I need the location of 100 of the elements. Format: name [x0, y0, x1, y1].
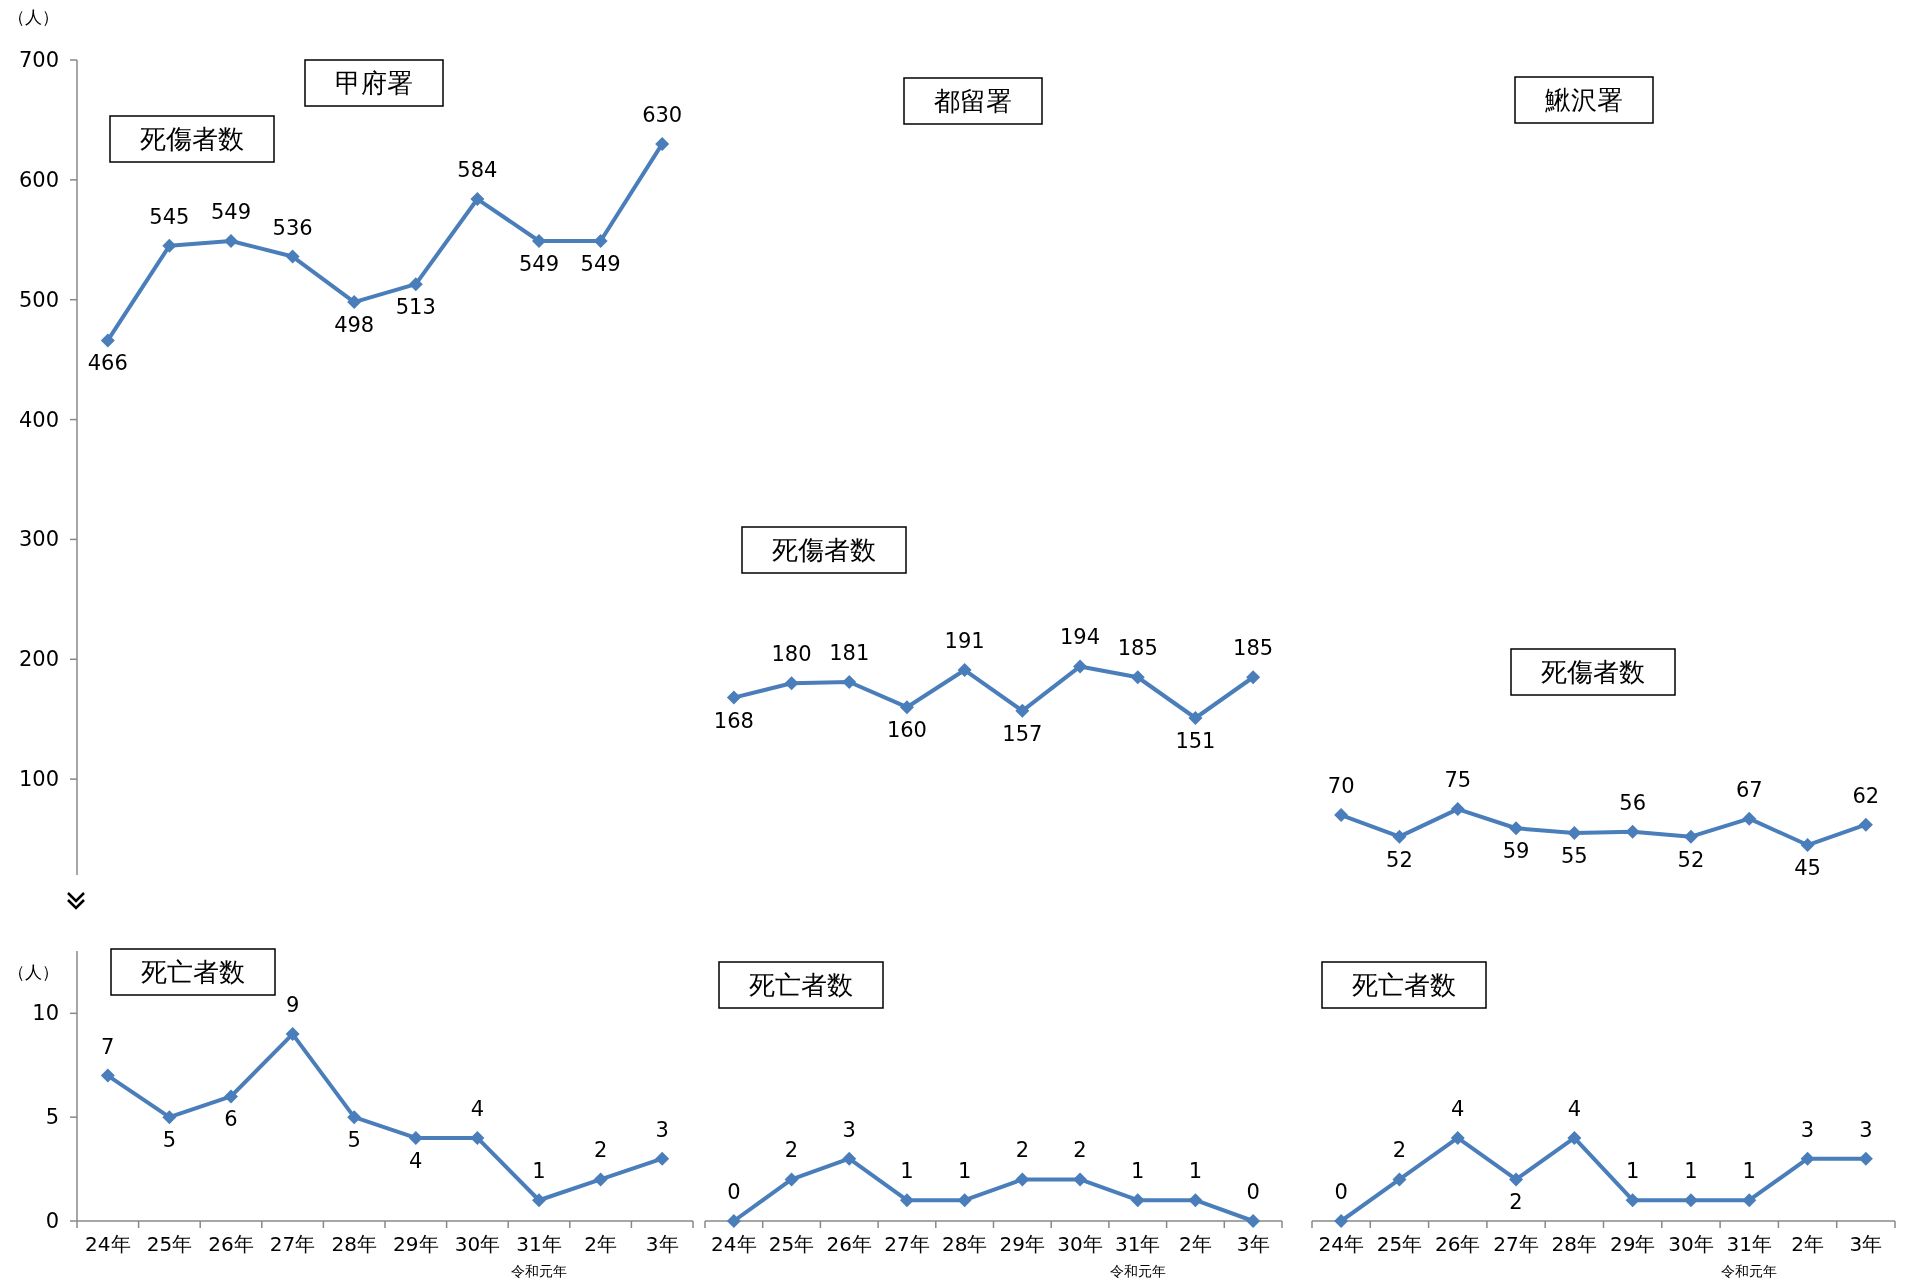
data-label: 2 [1392, 1138, 1407, 1163]
x-tick-label: 30年 [1057, 1232, 1103, 1256]
point [1683, 1193, 1698, 1208]
data-label: 584 [457, 158, 498, 183]
x-tick-label: 25年 [1376, 1232, 1423, 1256]
x-tick-label: 26年 [826, 1232, 872, 1256]
x-tick-label: 25年 [768, 1232, 815, 1256]
x-tick-label: 30年 [1668, 1232, 1714, 1256]
y-tick-label: 300 [18, 527, 59, 552]
point [1858, 1151, 1873, 1166]
data-label: 2 [1073, 1138, 1087, 1163]
data-label: 45 [1794, 856, 1821, 881]
x-tick-label: 28年 [1551, 1232, 1598, 1256]
point [957, 1193, 972, 1208]
chart-subtitle: 死傷者数 [772, 535, 876, 565]
data-label: 0 [727, 1180, 741, 1204]
data-label: 1 [1131, 1159, 1145, 1184]
point [1392, 829, 1407, 844]
point [1334, 808, 1349, 823]
chart-title: 死亡者数 [749, 970, 853, 1000]
y-tick-label: 5 [45, 1105, 59, 1130]
data-label: 536 [272, 215, 313, 240]
data-label: 0 [1246, 1180, 1260, 1204]
point [726, 1214, 741, 1228]
data-label: 1 [1625, 1159, 1640, 1184]
x-tick-label: 28年 [331, 1232, 377, 1256]
data-label: 7 [101, 1034, 115, 1059]
point [470, 1130, 485, 1145]
point [726, 690, 741, 705]
point [285, 1027, 300, 1042]
chart-title: 都留署 [934, 86, 1012, 116]
x-tick-label: 24年 [1318, 1232, 1364, 1256]
data-label: 59 [1502, 839, 1530, 864]
data-label: 185 [1233, 636, 1274, 661]
x-tick-label: 29年 [393, 1232, 439, 1256]
point [1073, 659, 1088, 674]
data-label: 1 [957, 1159, 972, 1184]
chart-title: 鰍沢署 [1545, 85, 1623, 115]
point [470, 192, 485, 207]
point [1246, 1214, 1261, 1228]
point [1567, 826, 1582, 841]
data-label: 52 [1386, 847, 1413, 872]
point [1742, 1193, 1757, 1208]
data-label: 3 [655, 1117, 669, 1142]
y-tick-label: 10 [32, 1001, 59, 1026]
point [285, 249, 300, 264]
data-label: 151 [1175, 728, 1216, 753]
data-label: 4 [470, 1096, 485, 1121]
data-label: 9 [285, 993, 300, 1018]
point [408, 1130, 423, 1145]
point [532, 1193, 546, 1208]
chart-title: 死亡者数 [141, 957, 245, 987]
point [1625, 1193, 1640, 1208]
point [162, 1110, 177, 1125]
data-label: 62 [1852, 783, 1880, 808]
point [224, 1089, 238, 1104]
y-tick-label: 200 [18, 647, 59, 672]
data-label: 75 [1444, 768, 1472, 793]
chart-title: 甲府署 [335, 68, 413, 98]
point [1800, 1151, 1815, 1166]
point [957, 663, 972, 678]
point [1800, 838, 1815, 853]
point [1188, 710, 1203, 725]
point [1246, 670, 1261, 685]
data-label: 160 [886, 718, 927, 743]
point [899, 700, 914, 715]
x-tick-label: 24年 [85, 1232, 131, 1256]
data-label: 185 [1117, 636, 1158, 661]
x-tick-label: 3年 [1236, 1232, 1270, 1256]
point [842, 675, 857, 690]
point [1015, 1172, 1030, 1187]
point [784, 1172, 799, 1187]
point [408, 277, 423, 292]
y-tick-label: 100 [18, 767, 59, 792]
x-tick-label: 24年 [711, 1232, 757, 1256]
x-tick-label: 2年 [1791, 1232, 1824, 1256]
point [1130, 1193, 1145, 1208]
x-tick-label: 26年 [208, 1232, 254, 1256]
y-tick-label: 600 [18, 167, 59, 192]
point [1509, 1172, 1524, 1187]
data-label: 545 [149, 204, 190, 229]
point [1392, 1172, 1407, 1187]
point [1130, 670, 1145, 685]
x-tick-label: 26年 [1435, 1232, 1481, 1256]
y-axis-title: （人） [7, 7, 59, 27]
data-label: 1 [1188, 1159, 1203, 1184]
data-label: 4 [1567, 1096, 1582, 1121]
point [224, 233, 238, 248]
data-label: 2 [1509, 1190, 1523, 1215]
x-tick-label: 29年 [999, 1232, 1046, 1256]
point [1015, 703, 1030, 718]
point [347, 295, 362, 310]
data-label: 1 [1684, 1159, 1698, 1184]
data-label: 56 [1619, 790, 1647, 815]
point [1073, 1172, 1088, 1187]
x-tick-label: 29年 [1609, 1232, 1656, 1256]
point [593, 233, 608, 248]
data-label: 2 [593, 1138, 608, 1163]
x-tick-label: 27年 [884, 1232, 930, 1256]
data-label: 180 [771, 642, 812, 667]
